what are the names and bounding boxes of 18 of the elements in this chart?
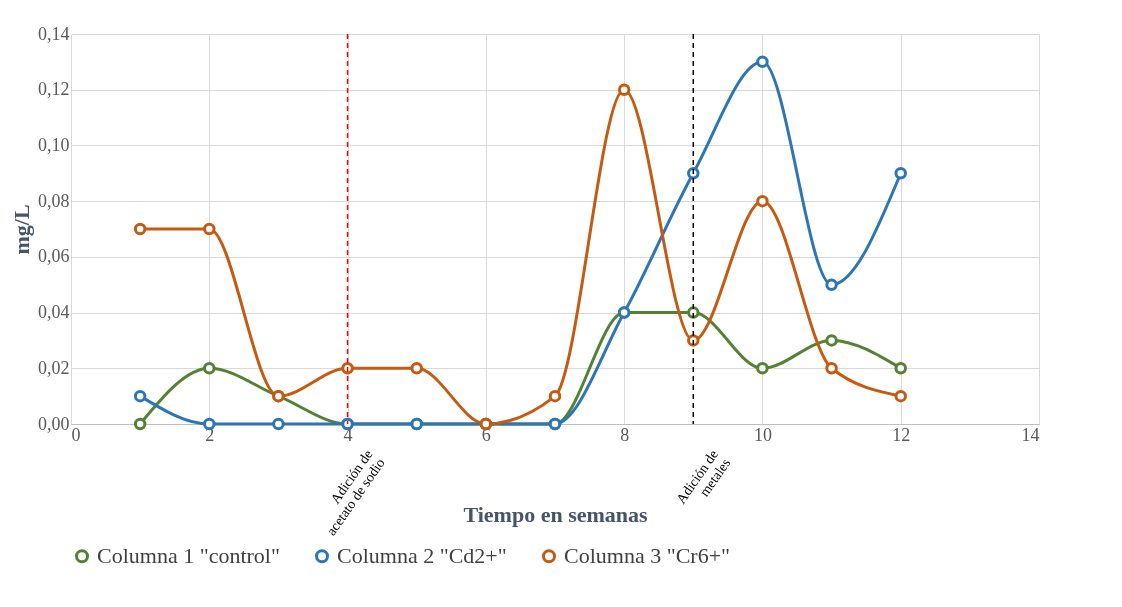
y-tick-label: 0,02 [38, 357, 70, 378]
x-tick-label: 10 [753, 424, 772, 445]
y-tick-label: 0,14 [38, 23, 70, 44]
legend-label: Columna 3 "Cr6+" [564, 543, 731, 569]
y-tick-label: 0,12 [38, 79, 70, 100]
y-tick-label: 0,06 [38, 246, 70, 267]
y-tick-label: 0,08 [38, 190, 70, 211]
x-tick-label: 0 [71, 424, 81, 445]
legend-label: Columna 1 "control" [97, 543, 280, 569]
x-tick-label: 8 [620, 424, 630, 445]
x-tick-label: 14 [1021, 424, 1040, 445]
y-tick-label: 0,00 [38, 413, 70, 434]
x-axis-title: Tiempo en semanas [463, 501, 649, 527]
y-tick-label: 0,04 [38, 302, 70, 323]
x-tick-label: 12 [892, 424, 911, 445]
legend-label: Columna 2 "Cd2+" [337, 543, 507, 569]
y-tick-label: 0,10 [38, 134, 70, 155]
y-axis-title: mg/L [9, 204, 34, 255]
